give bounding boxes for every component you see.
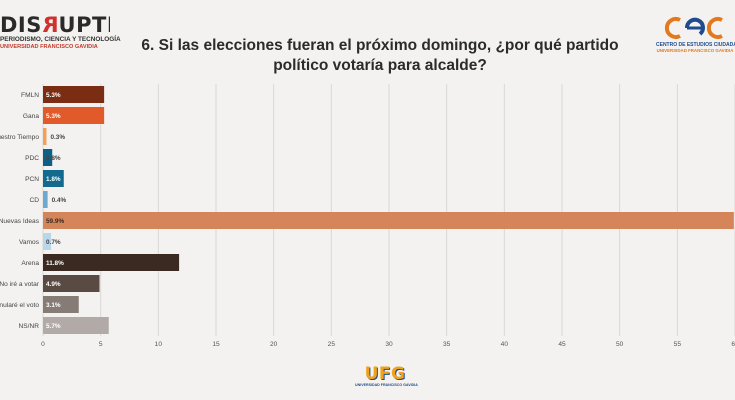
bar: [43, 128, 47, 145]
disruptiva-logo: DISRUPTIVA PERIODISMO, CIENCIA Y TECNOLO…: [0, 14, 121, 51]
cec-logo-icon: [664, 17, 723, 39]
bars: 5.3% 5.3% 0.3% 0.8% 1.8% 0.4% 59.9% 0.7% 11.8% 4.…: [43, 86, 734, 334]
value-label: 5.7%: [46, 323, 61, 330]
category-label: FMLN: [21, 92, 39, 99]
x-tick-label: 25: [328, 341, 336, 348]
category-label: CD: [29, 197, 39, 204]
value-label: 3.1%: [46, 302, 61, 309]
disruptiva-wordmark: DISRUPTIVA: [0, 14, 110, 36]
x-tick-label: 30: [385, 341, 393, 348]
x-tick-label: 5: [99, 341, 103, 348]
bar: [43, 191, 48, 208]
category-label: Anularé el voto: [0, 302, 39, 309]
category-label: Vamos: [19, 239, 40, 246]
bar: [43, 149, 53, 166]
bar: [43, 212, 734, 229]
category-label: PCN: [25, 176, 39, 183]
ufg-logo-text: UFG: [364, 364, 406, 384]
ufg-logo: UFG UNIVERSIDAD FRANCISCO GAVIDIA: [355, 364, 418, 388]
value-label: 0.8%: [46, 155, 61, 162]
chart-title: 6. Si las elecciones fueran el próximo d…: [130, 36, 630, 76]
value-label: 0.4%: [52, 197, 67, 204]
tick-labels: 0 5 10 15 20 25 30 35 40 45 50 55 60: [41, 341, 735, 348]
grid-lines: [42, 84, 735, 336]
x-tick-label: 0: [41, 341, 45, 348]
bar: [43, 233, 52, 250]
disruptiva-tagline: PERIODISMO, CIENCIA Y TECNOLOGÍA: [0, 36, 121, 43]
x-tick-label: 45: [558, 341, 566, 348]
bar: [43, 275, 100, 292]
category-label: Arena: [21, 260, 39, 267]
category-label: Nuestro Tiempo: [0, 134, 39, 141]
category-label: Gana: [23, 113, 39, 120]
ufg-logo-subtext: UNIVERSIDAD FRANCISCO GAVIDIA: [355, 383, 418, 387]
cec-name: CENTRO DE ESTUDIOS CIUDADANOS: [656, 42, 735, 48]
category-label: NS/NR: [18, 323, 39, 330]
value-label: 5.3%: [46, 113, 61, 120]
value-label: 11.8%: [46, 260, 64, 267]
chart-title-line1: 6. Si las elecciones fueran el próximo d…: [141, 37, 619, 54]
value-label: 0.7%: [46, 239, 61, 246]
bar: [43, 296, 79, 313]
bar: [43, 254, 180, 271]
x-tick-label: 40: [501, 341, 509, 348]
bar: [43, 107, 105, 124]
value-label: 4.9%: [46, 281, 61, 288]
value-label: 0.3%: [50, 134, 65, 141]
bar: [43, 86, 105, 103]
chart-title-line2: político votaría para alcalde?: [273, 57, 487, 74]
category-label: PDC: [25, 155, 39, 162]
bar: [43, 317, 109, 334]
x-tick-label: 15: [212, 341, 220, 348]
x-tick-label: 35: [443, 341, 451, 348]
x-tick-label: 60: [731, 341, 735, 348]
cec-logo: CENTRO DE ESTUDIOS CIUDADANOS UNIVERSIDA…: [656, 14, 735, 54]
value-label: 59.9%: [46, 218, 64, 225]
bar: [43, 170, 64, 187]
value-label: 1.8%: [46, 176, 61, 183]
x-tick-label: 10: [155, 341, 163, 348]
disruptiva-university: UNIVERSIDAD FRANCISCO GAVIDIA: [0, 44, 98, 50]
value-label: 5.3%: [46, 92, 61, 99]
category-label: Nuevas Ideas: [0, 218, 40, 225]
x-tick-label: 55: [674, 341, 682, 348]
x-tick-label: 20: [270, 341, 278, 348]
category-labels: FMLN Gana Nuestro Tiempo PDC PCN CD Nuevas Ide…: [0, 92, 40, 330]
cec-university: UNIVERSIDAD FRANCISCO GAVIDIA: [656, 48, 734, 53]
x-tick-label: 50: [616, 341, 624, 348]
category-label: No iré a votar: [0, 281, 40, 288]
bar-chart: 5.3% 5.3% 0.3% 0.8% 1.8% 0.4% 59.9% 0.7% 11.8% 4.…: [0, 84, 735, 348]
